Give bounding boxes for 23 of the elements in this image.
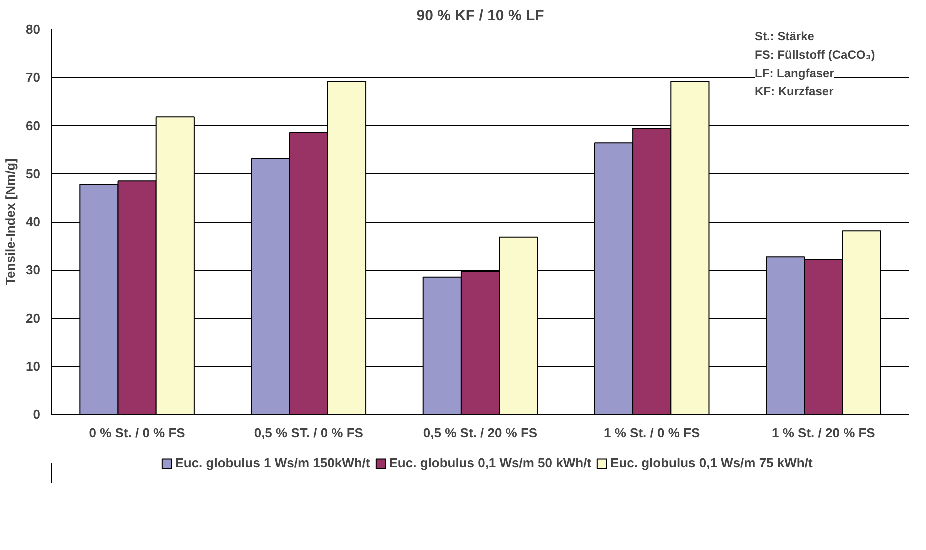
annotation: LF: Langfaser <box>755 66 835 80</box>
y-tick-label: 70 <box>26 70 41 86</box>
y-tick-label: 0 <box>33 407 41 422</box>
legend-label: Euc. globulus 0,1 Ws/m 75 kWh/t <box>610 456 813 470</box>
x-tick-label: 0,5 % St. / 20 % FS <box>423 426 538 440</box>
y-axis-title: Tensile-Index [Nm/g] <box>3 158 18 286</box>
y-tick-label: 40 <box>26 214 41 230</box>
x-tick-label: 0,5 % ST. / 0 % FS <box>254 426 364 440</box>
y-tick-label: 50 <box>26 166 41 182</box>
y-tick-label: 80 <box>26 22 41 37</box>
y-tick-label: 60 <box>26 118 41 134</box>
x-tick-label: 1 % St. / 0 % FS <box>604 426 700 440</box>
annotation: KF: Kurzfaser <box>755 84 834 99</box>
annotation: St.: Stärke <box>755 30 815 44</box>
y-tick-label: 30 <box>26 262 41 278</box>
x-tick-label: 0 % St. / 0 % FS <box>89 426 186 440</box>
y-tick-label: 10 <box>26 358 41 374</box>
legend-label: Euc. globulus 1 Ws/m 150kWh/t <box>175 456 370 470</box>
y-tick-label: 20 <box>26 310 41 326</box>
x-tick-label: 1 % St. / 20 % FS <box>772 426 876 440</box>
chart-title: 90 % KF / 10 % LF <box>416 8 544 24</box>
annotation: FS: Füllstoff (CaCO₃) <box>755 48 876 62</box>
legend-label: Euc. globulus 0,1 Ws/m 50 kWh/t <box>389 456 592 470</box>
